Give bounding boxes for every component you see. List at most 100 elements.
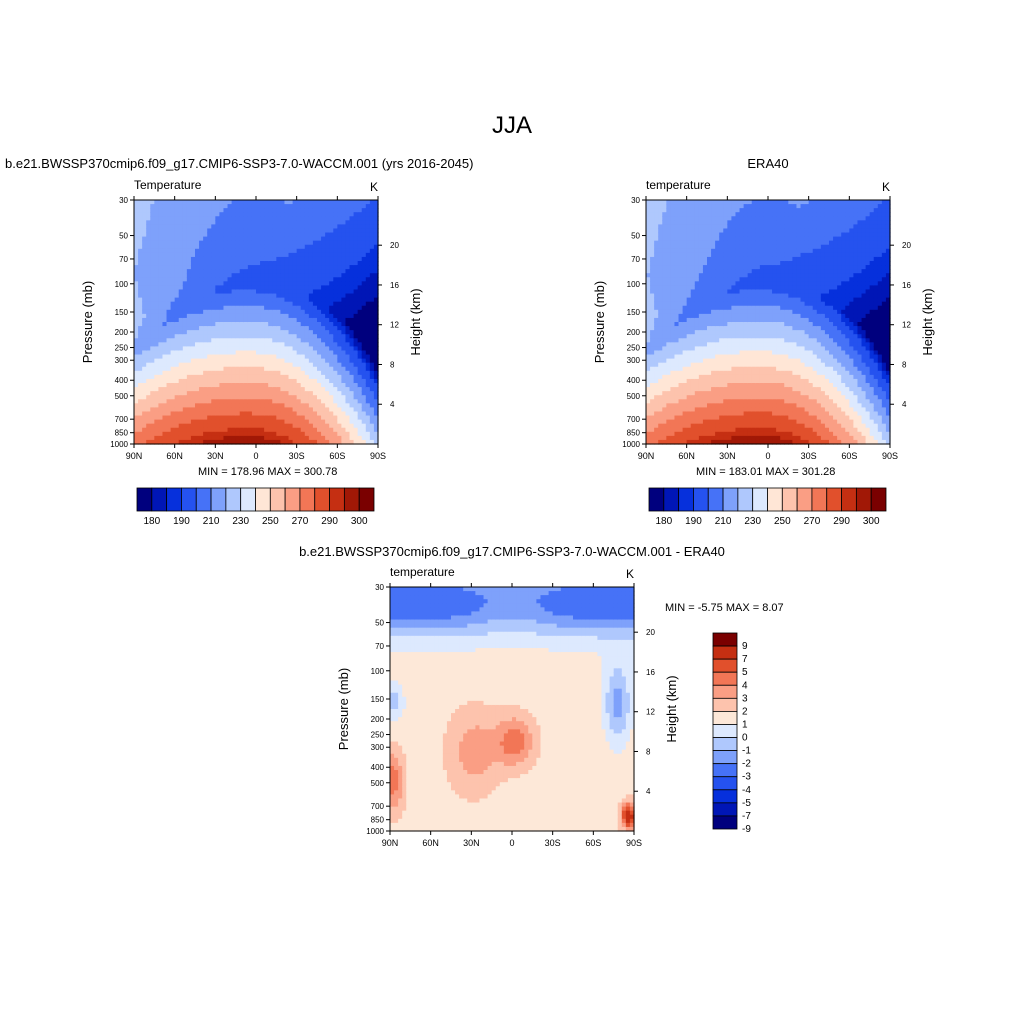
contour-cell — [361, 322, 367, 327]
contour-cell — [146, 330, 151, 335]
contour-cell — [698, 240, 704, 246]
contour-cell — [215, 439, 220, 445]
contour-cell — [690, 366, 696, 372]
contour-cell — [174, 334, 180, 339]
contour-cell — [292, 228, 298, 234]
contour-cell — [195, 309, 200, 315]
contour-cell — [142, 435, 147, 441]
contour-cell — [223, 338, 229, 343]
contour-cell — [686, 269, 692, 274]
contour-cell — [650, 431, 655, 437]
contour-cell — [674, 399, 680, 404]
contour-cell — [150, 338, 155, 343]
contour-cell — [650, 358, 655, 364]
contour-cell — [674, 273, 680, 278]
contour-cell — [715, 322, 720, 327]
contour-cell — [211, 220, 216, 225]
contour-cell — [337, 370, 342, 376]
contour-cell — [186, 301, 192, 307]
contour-cell — [365, 220, 371, 225]
contour-cell — [211, 305, 216, 311]
contour-cell — [195, 395, 200, 400]
contour-cell — [215, 236, 220, 242]
contour-cell — [719, 383, 724, 388]
contour-cell — [268, 256, 273, 262]
contour-cell — [321, 419, 326, 425]
contour-cell — [195, 439, 200, 445]
contour-cell — [182, 427, 188, 433]
contour-cell — [146, 256, 151, 262]
contour-cell — [341, 391, 347, 396]
contour-cell — [325, 354, 330, 360]
contour-cell — [312, 212, 318, 217]
contour-cell — [272, 297, 277, 303]
contour-cell — [138, 252, 143, 258]
contour-cell — [280, 208, 286, 213]
contour-cell — [304, 326, 310, 331]
contour-cell — [166, 224, 172, 230]
contour-cell — [317, 212, 322, 217]
contour-cell — [329, 370, 334, 376]
contour-cell — [146, 378, 151, 384]
contour-cell — [227, 427, 233, 433]
contour-cell — [288, 411, 294, 417]
contour-cell — [186, 317, 192, 323]
contour-cell — [337, 383, 342, 388]
contour-cell — [170, 277, 176, 282]
contour-cell — [365, 244, 371, 250]
contour-cell — [199, 305, 204, 311]
contour-cell — [373, 350, 379, 356]
contour-cell — [723, 403, 728, 408]
contour-cell — [707, 281, 712, 286]
contour-cell — [231, 224, 237, 230]
contour-cell — [365, 317, 371, 323]
contour-cell — [658, 427, 663, 433]
contour-cell — [304, 317, 310, 323]
contour-cell — [369, 301, 375, 307]
contour-cell — [207, 256, 212, 262]
contour-cell — [146, 208, 151, 213]
contour-cell — [284, 395, 290, 400]
contour-cell — [154, 256, 159, 262]
contour-cell — [264, 419, 269, 425]
contour-cell — [288, 395, 294, 400]
contour-cell — [731, 346, 737, 352]
contour-cell — [345, 277, 351, 282]
contour-cell — [142, 374, 147, 380]
contour-cell — [300, 383, 306, 388]
contour-cell — [333, 297, 338, 303]
contour-cell — [215, 297, 220, 303]
contour-cell — [357, 338, 363, 343]
contour-cell — [715, 228, 720, 234]
contour-cell — [329, 322, 334, 327]
contour-cell — [174, 419, 180, 425]
contour-cell — [211, 256, 216, 262]
contour-cell — [357, 346, 363, 352]
contour-cell — [150, 277, 155, 282]
contour-cell — [646, 244, 651, 250]
contour-cell — [235, 415, 241, 421]
contour-cell — [292, 232, 298, 238]
contour-cell — [154, 370, 159, 376]
contour-cell — [361, 374, 367, 380]
contour-cell — [345, 419, 351, 425]
contour-cell — [195, 285, 200, 291]
contour-cell — [702, 244, 708, 250]
contour-cell — [312, 301, 318, 307]
contour-cell — [170, 244, 176, 250]
contour-cell — [658, 269, 663, 274]
contour-cell — [264, 313, 269, 319]
contour-cell — [158, 326, 164, 331]
contour-cell — [670, 383, 676, 388]
contour-cell — [272, 346, 277, 352]
contour-cell — [698, 362, 704, 368]
contour-cell — [174, 265, 180, 270]
contour-cell — [702, 285, 708, 291]
contour-cell — [150, 208, 155, 213]
contour-cell — [337, 256, 342, 262]
contour-cell — [357, 204, 363, 209]
contour-cell — [365, 419, 371, 425]
contour-cell — [723, 423, 728, 429]
contour-cell — [134, 415, 139, 421]
contour-cell — [369, 208, 375, 213]
